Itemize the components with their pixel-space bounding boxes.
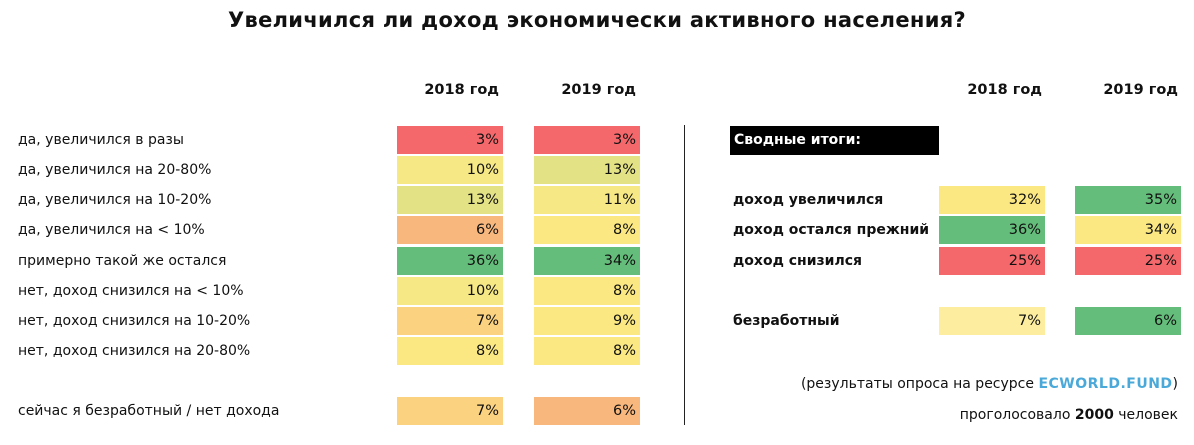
source-link[interactable]: ECWORLD.FUND xyxy=(1038,376,1173,392)
row-label: примерно такой же остался xyxy=(18,253,227,269)
value-cell-2019: 9% xyxy=(534,307,640,335)
value-cell-2018: 3% xyxy=(397,126,503,154)
row-label: нет, доход снизился на < 10% xyxy=(18,283,244,299)
left-col-2019: 2019 год xyxy=(561,82,636,98)
value-cell-2018: 8% xyxy=(397,337,503,365)
row-label: да, увеличился на < 10% xyxy=(18,222,205,238)
left-col-2018: 2018 год xyxy=(424,82,499,98)
row-label: да, увеличился в разы xyxy=(18,132,184,148)
summary-title: Сводные итоги: xyxy=(730,126,939,155)
source-suffix: ) xyxy=(1172,376,1178,392)
value-cell-2019: 6% xyxy=(534,397,640,425)
summary-cell-2018: 32% xyxy=(939,186,1045,214)
summary-row-label: доход увеличился xyxy=(733,192,884,208)
chart-title: Увеличился ли доход экономически активно… xyxy=(228,8,966,32)
value-cell-2018: 7% xyxy=(397,307,503,335)
summary-cell-2019: 34% xyxy=(1075,216,1181,244)
summary-cell-2018: 7% xyxy=(939,307,1045,335)
summary-cell-2018: 25% xyxy=(939,247,1045,275)
summary-cell-2019: 35% xyxy=(1075,186,1181,214)
value-cell-2019: 3% xyxy=(534,126,640,154)
summary-cell-2018: 36% xyxy=(939,216,1045,244)
votes-count: 2000 xyxy=(1074,407,1114,423)
value-cell-2019: 13% xyxy=(534,156,640,184)
summary-cell-2019: 25% xyxy=(1075,247,1181,275)
vertical-divider xyxy=(684,125,685,425)
value-cell-2018: 36% xyxy=(397,247,503,275)
row-label: нет, доход снизился на 10-20% xyxy=(18,313,251,329)
value-cell-2019: 8% xyxy=(534,216,640,244)
value-cell-2018: 6% xyxy=(397,216,503,244)
votes-prefix: проголосовало xyxy=(959,407,1075,423)
value-cell-2018: 13% xyxy=(397,186,503,214)
value-cell-2019: 8% xyxy=(534,277,640,305)
votes-note: проголосовало 2000 человек xyxy=(960,407,1178,423)
value-cell-2018: 10% xyxy=(397,156,503,184)
summary-col-2019: 2019 год xyxy=(1103,82,1178,98)
summary-row-label: доход остался прежний xyxy=(733,222,930,238)
value-cell-2018: 7% xyxy=(397,397,503,425)
source-note: (результаты опроса на ресурсе ECWORLD.FU… xyxy=(801,376,1178,392)
row-label: нет, доход снизился на 20-80% xyxy=(18,343,251,359)
row-label: да, увеличился на 20-80% xyxy=(18,162,212,178)
summary-cell-2019: 6% xyxy=(1075,307,1181,335)
votes-suffix: человек xyxy=(1113,407,1178,423)
source-prefix: (результаты опроса на ресурсе xyxy=(800,376,1039,392)
value-cell-2019: 8% xyxy=(534,337,640,365)
row-label: да, увеличился на 10-20% xyxy=(18,192,212,208)
summary-row-label: доход снизился xyxy=(733,253,863,269)
value-cell-2018: 10% xyxy=(397,277,503,305)
value-cell-2019: 34% xyxy=(534,247,640,275)
row-label: сейчас я безработный / нет дохода xyxy=(18,403,280,419)
summary-row-label: безработный xyxy=(733,313,840,329)
value-cell-2019: 11% xyxy=(534,186,640,214)
summary-col-2018: 2018 год xyxy=(967,82,1042,98)
